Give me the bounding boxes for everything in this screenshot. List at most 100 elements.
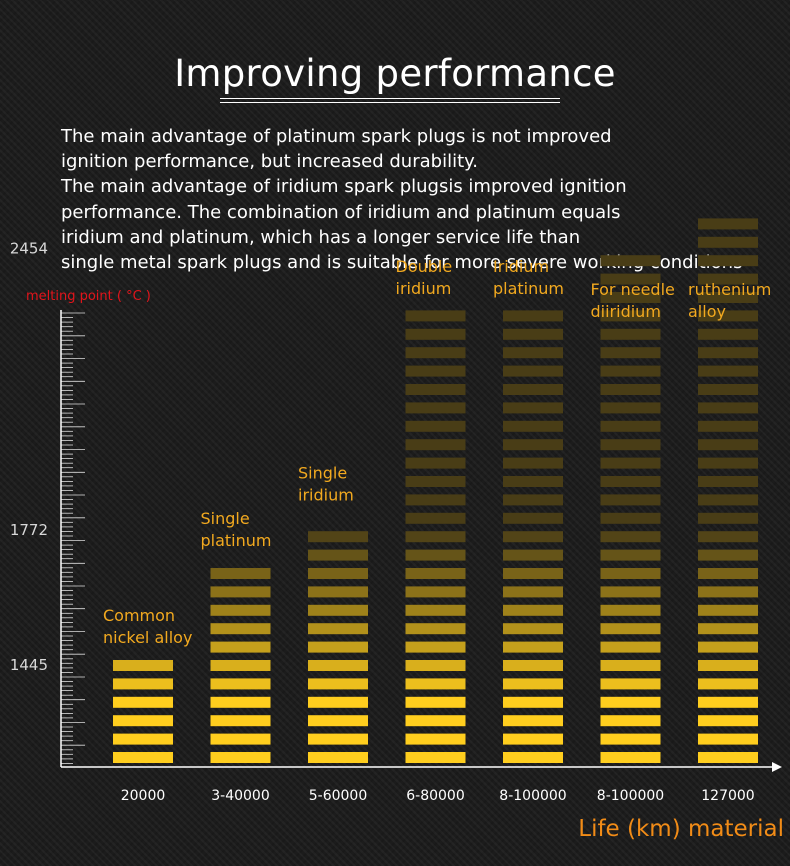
bar-segment <box>405 365 466 377</box>
bar-segment <box>698 715 758 727</box>
bar-segment <box>503 347 563 359</box>
bar-segment <box>405 512 466 524</box>
y-tick-label: 1772 <box>10 521 48 539</box>
bar-segment <box>503 476 563 487</box>
bar-segment <box>698 347 758 359</box>
bar-segment <box>405 586 466 598</box>
x-axis-arrow-icon <box>772 762 782 772</box>
bar-segment <box>600 402 661 414</box>
bar-segment <box>210 641 271 653</box>
bar-segment <box>698 384 758 395</box>
bar-segment <box>113 678 173 690</box>
bar-segment <box>698 292 758 303</box>
bar-segment <box>210 715 271 727</box>
bar-segment <box>113 733 173 745</box>
bar-segment <box>405 494 466 506</box>
x-tick-label: 5-60000 <box>309 788 368 804</box>
bar-segment <box>308 568 368 579</box>
bar-segment <box>405 752 466 763</box>
bar-segment <box>113 715 173 727</box>
bar-segment <box>405 549 466 561</box>
bar-segment <box>600 328 661 340</box>
bar-segment <box>210 604 271 616</box>
bar-segment <box>600 660 661 671</box>
bar-segment <box>698 549 758 561</box>
bar-segment <box>405 402 466 414</box>
bar-segment <box>698 494 758 506</box>
bar-segment <box>698 439 758 451</box>
bar-segment <box>503 641 563 653</box>
chart-title: Improving performance <box>174 52 616 95</box>
bar-segment <box>600 255 661 267</box>
bar-material-label: iridium <box>396 279 452 298</box>
bar-segment <box>405 660 466 671</box>
bar-segment <box>503 733 563 745</box>
bar-segment <box>600 476 661 487</box>
bar-segment <box>503 586 563 598</box>
bar-segment <box>600 678 661 690</box>
bar-segment <box>405 328 466 340</box>
bar-segment <box>210 586 271 598</box>
bar-segment <box>600 512 661 524</box>
bar-segment <box>600 273 661 285</box>
bar-segment <box>698 678 758 690</box>
y-tick-label: 1445 <box>10 656 48 674</box>
bar-segment <box>600 623 661 635</box>
bar-segment <box>600 549 661 561</box>
bar-segment <box>503 568 563 579</box>
bar-segment <box>308 752 368 763</box>
bar-segment <box>698 273 758 285</box>
bar-segment <box>600 641 661 653</box>
bar-segment <box>698 402 758 414</box>
bar-segment <box>405 733 466 745</box>
bar-segment <box>698 660 758 671</box>
bar-segment <box>405 715 466 727</box>
bar-material-label: Single <box>201 509 250 528</box>
bar-segment <box>698 236 758 248</box>
bar-segment <box>503 678 563 690</box>
bar-segment <box>600 531 661 543</box>
bar-material-label: nickel alloy <box>103 628 192 647</box>
bar-segment <box>600 457 661 469</box>
bar-segment <box>698 733 758 745</box>
bar-segment <box>698 457 758 469</box>
bar-segment <box>308 586 368 598</box>
bar-segment <box>600 568 661 579</box>
bar-segment <box>698 531 758 543</box>
bar-segment <box>698 420 758 432</box>
description-paragraph: The main advantage of platinum spark plu… <box>61 124 781 275</box>
bar-segment <box>405 384 466 395</box>
bar-segment <box>405 476 466 487</box>
bar-segment <box>503 752 563 763</box>
bar-segment <box>600 752 661 763</box>
bar-segment <box>113 660 173 671</box>
bar-segment <box>600 696 661 708</box>
bar-segment <box>503 715 563 727</box>
bar-segment <box>308 641 368 653</box>
bar-segment <box>698 476 758 487</box>
x-tick-label: 20000 <box>121 788 166 804</box>
bar-segment <box>503 402 563 414</box>
bar-segment <box>308 660 368 671</box>
x-tick-label: 8-100000 <box>499 788 566 804</box>
bar-segment <box>405 696 466 708</box>
bar-segment <box>405 420 466 432</box>
x-tick-label: 6-80000 <box>406 788 465 804</box>
bar-segment <box>503 310 563 322</box>
description-line: performance. The combination of iridium … <box>61 201 621 223</box>
description-line: ignition performance, but increased dura… <box>61 151 478 173</box>
bar-material-label: Iridium <box>493 257 549 276</box>
bar-segment <box>210 660 271 671</box>
bar-segment <box>308 531 368 543</box>
bar-segment <box>698 604 758 616</box>
bar-segment <box>600 384 661 395</box>
bar-segment <box>600 715 661 727</box>
bar-segment <box>698 218 758 230</box>
x-tick-label: 3-40000 <box>211 788 270 804</box>
bar-segment <box>405 310 466 322</box>
bar-material-label: Common <box>103 606 175 625</box>
bar-segment <box>698 568 758 579</box>
bar-segment <box>698 310 758 322</box>
y-tick-label: 2454 <box>10 239 48 257</box>
